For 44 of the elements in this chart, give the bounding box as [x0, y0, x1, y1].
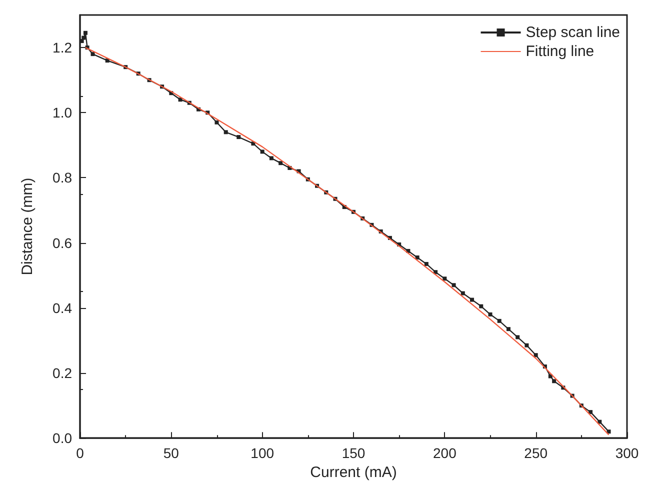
x-tick-label: 50 — [163, 445, 180, 462]
y-tick-label: 0.8 — [52, 170, 72, 186]
y-tick-label: 0.0 — [52, 430, 72, 446]
y-tick-label: 0.6 — [52, 234, 72, 251]
point — [488, 312, 492, 316]
point — [442, 276, 447, 281]
x-tick-label: 0 — [76, 445, 84, 462]
point — [269, 156, 274, 160]
point — [83, 30, 88, 35]
x-tick-label: 100 — [250, 445, 274, 462]
point — [82, 36, 86, 40]
x-tick-label: 250 — [524, 445, 548, 462]
point — [452, 283, 456, 288]
x-tick-label: 300 — [615, 445, 639, 462]
x-tick-label: 150 — [342, 445, 366, 462]
point — [479, 304, 484, 308]
point — [516, 335, 520, 340]
point — [236, 135, 241, 140]
point — [497, 318, 502, 323]
y-tick-label: 1.0 — [52, 104, 72, 121]
point — [415, 255, 420, 260]
point — [588, 410, 593, 414]
x-tick-label: 200 — [432, 445, 457, 462]
point — [534, 353, 538, 358]
y-tick-label: 0.4 — [52, 300, 72, 316]
legend-label: Fitting line — [526, 43, 594, 60]
point — [552, 379, 556, 384]
point — [524, 343, 529, 348]
point — [606, 430, 611, 434]
point — [424, 262, 428, 266]
point — [260, 150, 264, 154]
point — [224, 130, 228, 134]
x-axis-title: Current (mA) — [310, 464, 397, 481]
legend-label: Step scan line — [526, 24, 620, 41]
point — [90, 52, 95, 56]
point — [548, 374, 552, 378]
y-tick-label: 1.2 — [52, 40, 72, 56]
point — [214, 120, 219, 124]
point — [278, 161, 283, 166]
point — [506, 327, 510, 332]
y-tick-label: 0.2 — [52, 365, 72, 382]
y-axis-title: Distance (mm) — [19, 178, 36, 276]
point — [460, 291, 465, 296]
point — [470, 298, 474, 302]
